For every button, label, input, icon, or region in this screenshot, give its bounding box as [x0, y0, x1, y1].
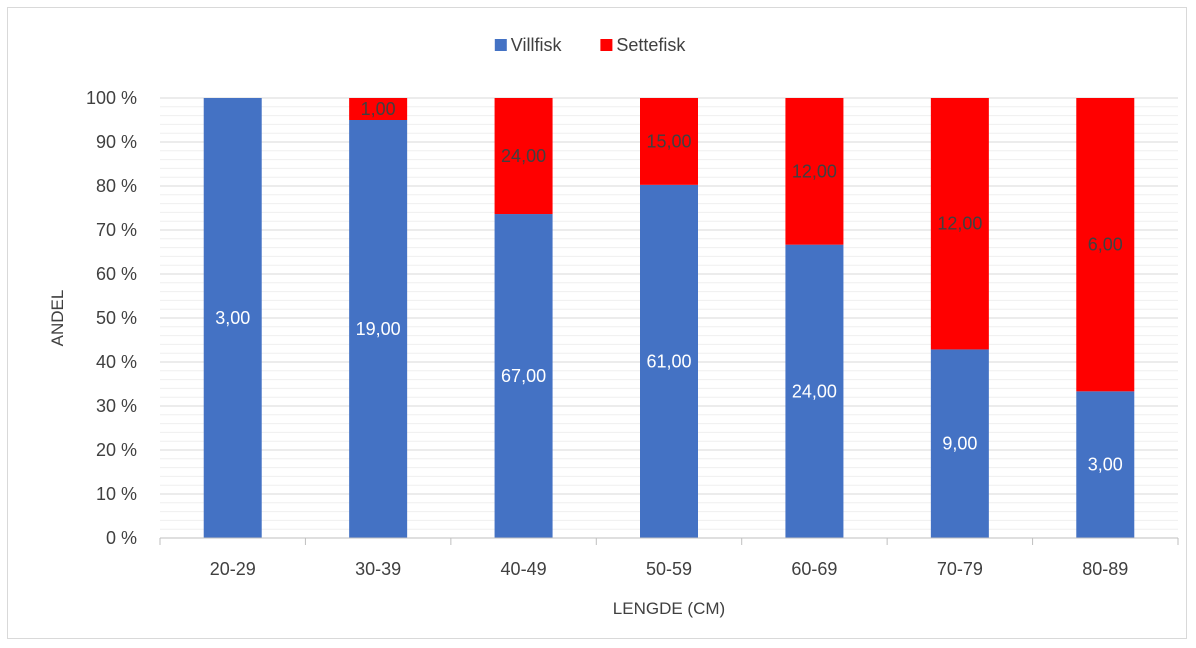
data-label: 1,00 [361, 99, 396, 119]
y-tick-label: 10 % [96, 484, 137, 504]
y-tick-label: 50 % [96, 308, 137, 328]
x-tick-label: 80-89 [1082, 559, 1128, 579]
data-label: 24,00 [501, 146, 546, 166]
y-tick-label: 0 % [106, 528, 137, 548]
legend-label-villfisk: Villfisk [511, 35, 563, 55]
y-tick-label: 40 % [96, 352, 137, 372]
data-label: 12,00 [792, 161, 837, 181]
x-tick-labels: 20-29 30-39 40-49 50-59 60-69 70-79 80-89 [210, 559, 1129, 579]
legend: Villfisk Settefisk [495, 35, 687, 55]
y-tick-label: 80 % [96, 176, 137, 196]
y-tick-label: 60 % [96, 264, 137, 284]
data-label: 67,00 [501, 366, 546, 386]
y-tick-label: 90 % [96, 132, 137, 152]
x-tick-label: 20-29 [210, 559, 256, 579]
x-tick-label: 60-69 [791, 559, 837, 579]
data-label: 6,00 [1088, 235, 1123, 255]
data-label: 12,00 [937, 214, 982, 234]
data-label: 15,00 [646, 131, 691, 151]
legend-swatch-villfisk [495, 39, 507, 51]
axes [160, 538, 1178, 545]
y-tick-label: 70 % [96, 220, 137, 240]
x-tick-label: 50-59 [646, 559, 692, 579]
data-label: 24,00 [792, 381, 837, 401]
y-tick-label: 30 % [96, 396, 137, 416]
x-tick-label: 30-39 [355, 559, 401, 579]
legend-swatch-settefisk [600, 39, 612, 51]
y-tick-labels: 0 % 10 % 20 % 30 % 40 % 50 % 60 % 70 % 80 % 90 % 1… [86, 88, 137, 548]
data-label: 61,00 [646, 351, 691, 371]
data-label: 19,00 [356, 319, 401, 339]
x-tick-label: 70-79 [937, 559, 983, 579]
legend-label-settefisk: Settefisk [616, 35, 686, 55]
data-label: 3,00 [1088, 455, 1123, 475]
x-axis-title: LENGDE (CM) [613, 599, 725, 618]
x-tick-label: 40-49 [501, 559, 547, 579]
y-tick-label: 20 % [96, 440, 137, 460]
y-tick-label: 100 % [86, 88, 137, 108]
data-label: 9,00 [942, 434, 977, 454]
y-axis-title: ANDEL [48, 290, 67, 347]
data-label: 3,00 [215, 308, 250, 328]
